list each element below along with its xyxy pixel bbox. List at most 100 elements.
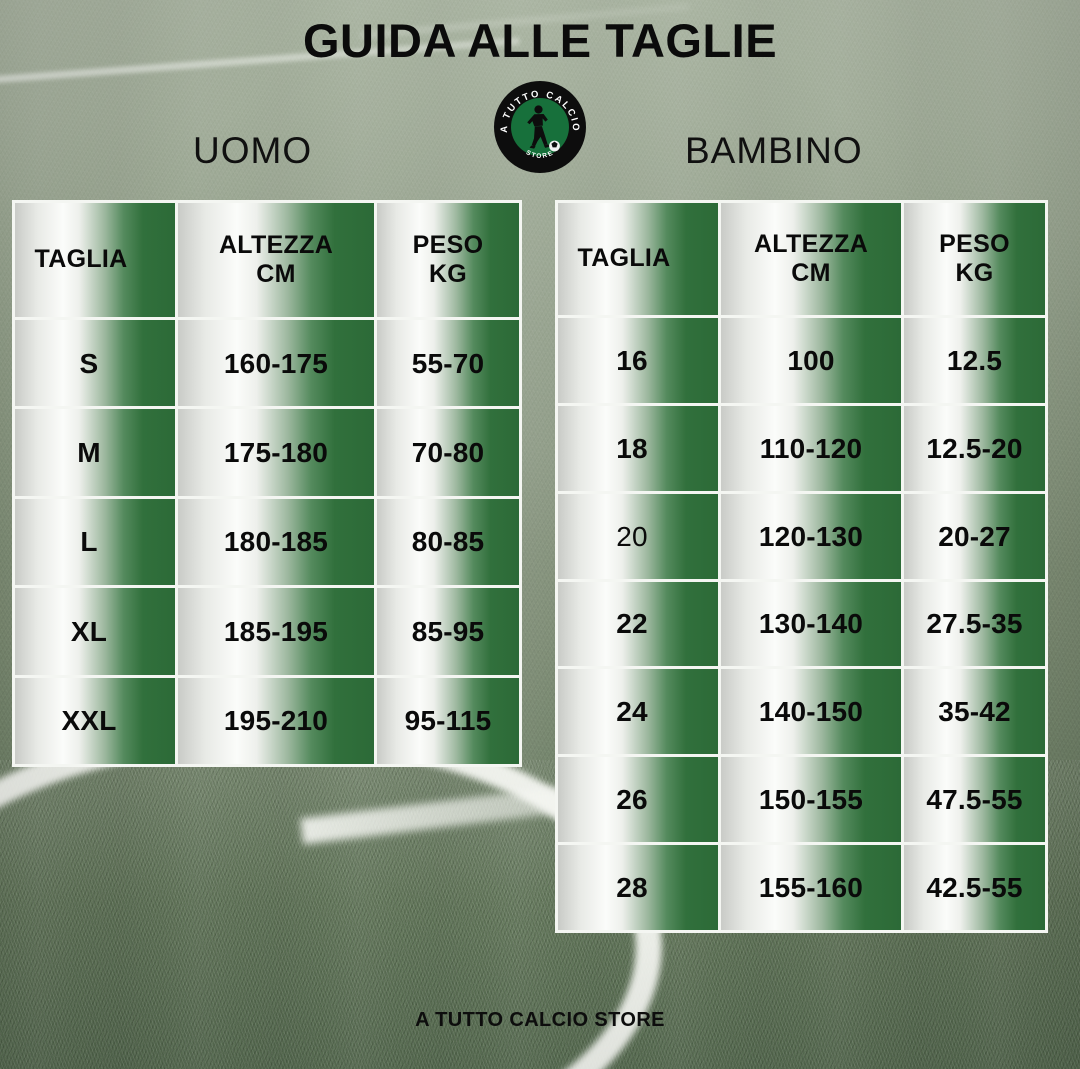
kids-header-taglia-label: TAGLIA (577, 244, 671, 273)
men-cell-weight: 85-95 (411, 615, 485, 647)
kids-cell-weight: 12.5 (946, 344, 1003, 376)
men-cell-weight: 55-70 (411, 347, 485, 379)
table-row: 12.5-20 (904, 405, 1045, 491)
men-cell-size: XL (70, 615, 108, 647)
table-row: 175-180 (178, 409, 374, 496)
table-row: 95-115 (377, 677, 519, 764)
section-label-men: UOMO (193, 130, 313, 171)
men-header-peso-label: PESO KG (413, 231, 484, 290)
men-cell-height: 160-175 (223, 347, 329, 379)
table-row: 110-120 (721, 405, 901, 491)
table-row: L (15, 498, 175, 586)
table-row: 120-130 (721, 493, 901, 579)
table-row: XXL (15, 677, 175, 764)
table-row: 22 (558, 581, 718, 667)
kids-cell-height: 155-160 (758, 872, 864, 904)
men-header-altezza-line1: ALTEZZA (218, 230, 334, 259)
table-row: M (15, 409, 175, 496)
men-header-altezza-label: ALTEZZA CM (219, 231, 333, 290)
table-row: S (15, 320, 175, 407)
table-row: 55-70 (377, 320, 519, 407)
table-row: 140-150 (721, 669, 901, 755)
table-row: 35-42 (904, 669, 1045, 755)
kids-header-peso-line2: KG (955, 259, 994, 287)
table-row: 42.5-55 (904, 845, 1045, 930)
kids-cell-size: 20 (616, 520, 648, 552)
men-cell-height: 195-210 (223, 705, 329, 737)
men-cell-weight: 80-85 (411, 526, 485, 558)
men-header-taglia: TAGLIA (15, 203, 175, 317)
kids-cell-height: 130-140 (758, 608, 864, 640)
kids-cell-weight: 47.5-55 (926, 784, 1023, 816)
men-cell-height: 185-195 (223, 615, 329, 647)
table-row: 85-95 (377, 588, 519, 675)
size-table-men: TAGLIA ALTEZZA CM PESO KG S 160-175 55-7… (12, 200, 522, 767)
table-row: 80-85 (377, 498, 519, 586)
men-cell-height: 175-180 (223, 437, 329, 469)
table-row: 70-80 (377, 409, 519, 496)
kids-cell-weight: 12.5-20 (926, 432, 1023, 464)
table-row: 100 (721, 318, 901, 403)
kids-cell-size: 24 (616, 696, 648, 728)
kids-cell-height: 150-155 (758, 784, 864, 816)
kids-header-altezza-line1: ALTEZZA (753, 229, 869, 258)
kids-cell-size: 22 (616, 608, 648, 640)
kids-header-peso-label: PESO KG (939, 230, 1010, 289)
size-table-kids: TAGLIA ALTEZZA CM PESO KG 16 100 12.5 18… (555, 200, 1048, 933)
footer-brand-text: A TUTTO CALCIO STORE (415, 1009, 665, 1031)
kids-cell-height: 110-120 (759, 432, 863, 464)
table-row: 26 (558, 757, 718, 843)
men-header-altezza-line2: CM (256, 260, 296, 288)
kids-cell-weight: 20-27 (938, 520, 1011, 552)
table-row: 47.5-55 (904, 757, 1045, 843)
table-row: 12.5 (904, 318, 1045, 403)
men-header-peso-line1: PESO (412, 230, 484, 259)
table-row: 20-27 (904, 493, 1045, 579)
table-row: XL (15, 588, 175, 675)
men-header-altezza: ALTEZZA CM (178, 203, 374, 317)
table-row: 18 (558, 405, 718, 491)
page-title: GUIDA ALLE TAGLIE (302, 14, 778, 67)
table-row: 27.5-35 (904, 581, 1045, 667)
men-header-peso-line2: KG (428, 260, 468, 288)
table-row: 16 (558, 318, 718, 403)
men-cell-size: L (80, 526, 98, 558)
table-row: 155-160 (721, 845, 901, 930)
kids-header-peso-line1: PESO (939, 229, 1010, 258)
kids-header-altezza-label: ALTEZZA CM (754, 230, 868, 289)
table-row: 28 (558, 845, 718, 930)
men-header-peso: PESO KG (377, 203, 519, 317)
men-header-taglia-label: TAGLIA (34, 245, 128, 274)
table-row: 24 (558, 669, 718, 755)
table-row: 180-185 (178, 498, 374, 586)
men-cell-size: XXL (61, 705, 117, 737)
table-row: 20 (558, 493, 718, 579)
table-row: 160-175 (178, 320, 374, 407)
men-cell-size: M (77, 437, 101, 469)
table-row: 185-195 (178, 588, 374, 675)
kids-header-taglia: TAGLIA (558, 203, 718, 315)
kids-cell-weight: 27.5-35 (926, 608, 1023, 640)
kids-cell-size: 16 (616, 344, 648, 376)
kids-cell-size: 26 (616, 784, 648, 816)
men-cell-weight: 70-80 (411, 437, 485, 469)
table-row: 150-155 (721, 757, 901, 843)
brand-logo-icon: A TUTTO CALCIO STORE (493, 80, 587, 174)
men-cell-size: S (79, 347, 99, 379)
kids-cell-size: 28 (616, 872, 648, 904)
kids-cell-size: 18 (616, 432, 648, 464)
table-row: 195-210 (178, 677, 374, 764)
kids-header-altezza-line2: CM (791, 259, 831, 287)
kids-cell-height: 100 (787, 344, 835, 376)
kids-header-altezza: ALTEZZA CM (721, 203, 901, 315)
men-cell-weight: 95-115 (404, 705, 492, 737)
table-row: 130-140 (721, 581, 901, 667)
kids-cell-weight: 42.5-55 (926, 872, 1023, 904)
men-cell-height: 180-185 (223, 526, 329, 558)
kids-cell-height: 120-130 (758, 520, 864, 552)
kids-cell-height: 140-150 (758, 696, 864, 728)
kids-header-peso: PESO KG (904, 203, 1045, 315)
kids-cell-weight: 35-42 (938, 696, 1011, 728)
section-label-kids: BAMBINO (685, 130, 863, 171)
